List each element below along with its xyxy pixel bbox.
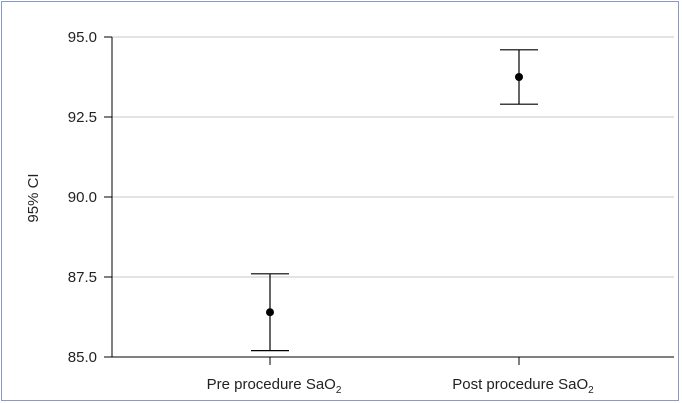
y-tick-label: 87.5	[68, 269, 97, 286]
x-category-labels: Pre procedure SaO2 Post procedure SaO2	[207, 376, 595, 396]
y-tick-label: 90.0	[68, 189, 97, 206]
y-tick-labels: 85.0 87.5 90.0 92.5 95.0	[68, 29, 97, 366]
x-category-label: Post procedure SaO2	[452, 376, 594, 396]
y-axis-title: 95% CI	[25, 173, 42, 222]
error-bars	[251, 49, 538, 352]
axes	[104, 36, 674, 365]
gridlines	[112, 36, 674, 278]
x-category-label: Pre procedure SaO2	[207, 376, 342, 396]
y-tick-label: 95.0	[68, 29, 97, 46]
y-tick-label: 85.0	[68, 349, 97, 366]
mean-point	[266, 308, 274, 317]
mean-point	[515, 73, 523, 81]
y-tick-label: 92.5	[68, 109, 97, 126]
